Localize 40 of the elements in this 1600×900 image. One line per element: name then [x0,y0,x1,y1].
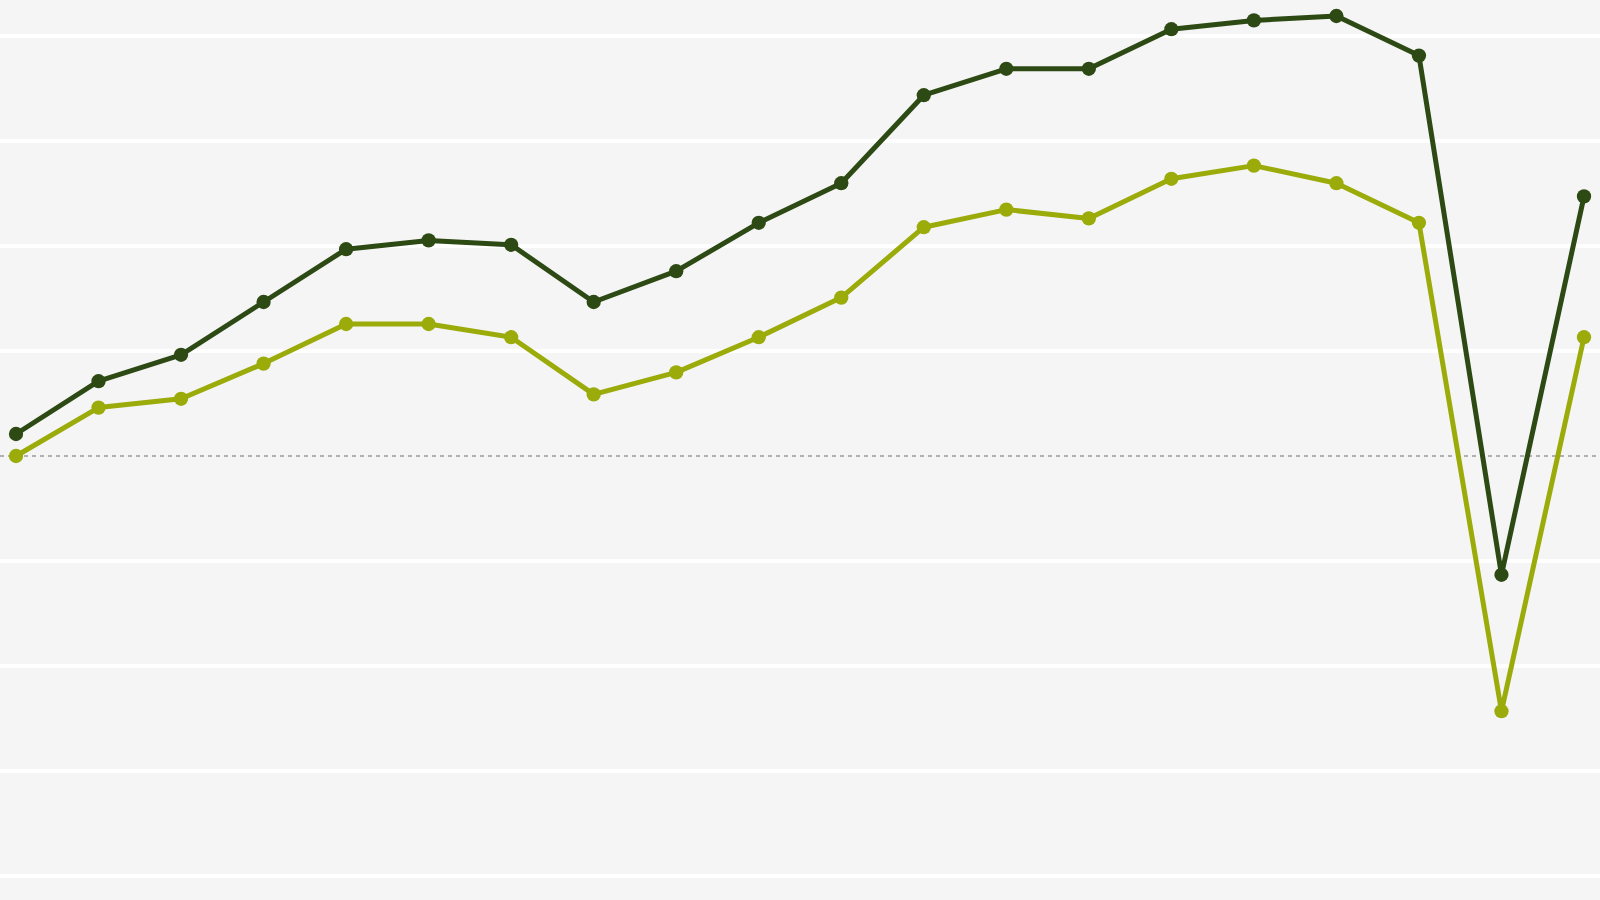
point [1081,61,1096,76]
point [1329,8,1344,24]
point [834,176,849,191]
point [421,316,436,332]
point [1329,176,1344,191]
point [586,387,601,402]
point [669,264,684,279]
point [1411,215,1427,230]
point [751,215,766,230]
point [1164,22,1179,37]
point [338,316,354,332]
point [669,365,684,380]
point [1411,48,1427,63]
point [173,347,189,362]
point [1081,211,1096,226]
point [1576,189,1592,204]
point [1164,171,1179,186]
point [8,448,24,464]
point [916,220,931,235]
point [256,356,271,371]
point [1494,704,1509,719]
point [586,294,601,310]
point [999,61,1014,76]
point [8,426,24,442]
point [834,290,849,305]
point [504,237,519,252]
point [91,374,106,389]
point [421,233,436,248]
point [504,330,519,345]
point [1576,330,1592,345]
point [916,88,931,103]
point [751,330,766,345]
point [173,391,189,406]
point [91,400,106,415]
point [1494,567,1509,582]
point [338,242,354,257]
point [999,202,1014,217]
point [1246,13,1262,28]
point [1246,158,1262,173]
point [256,294,271,310]
